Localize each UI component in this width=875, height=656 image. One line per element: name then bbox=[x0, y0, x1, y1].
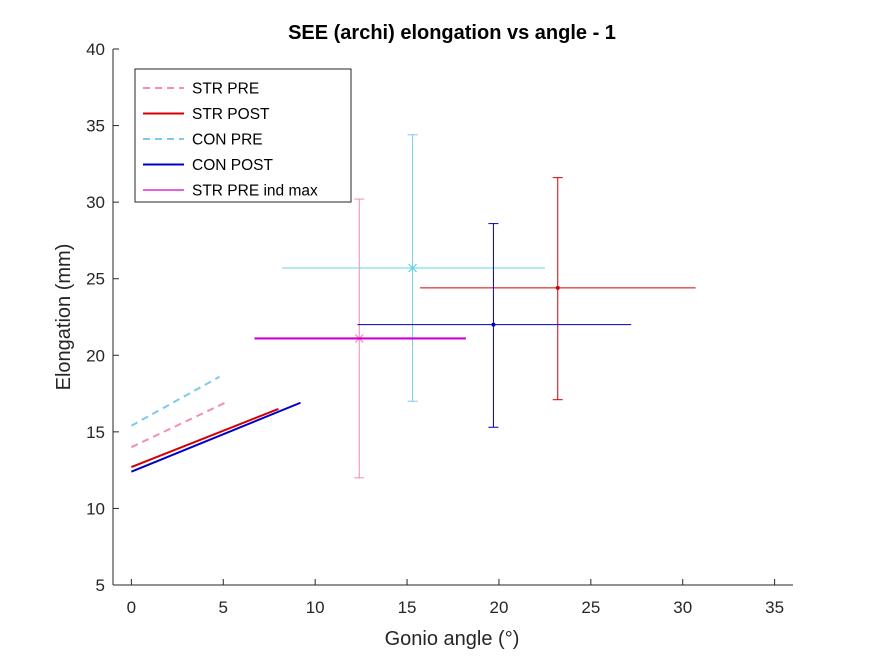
y-tick-label: 20 bbox=[86, 346, 105, 365]
y-tick-label: 25 bbox=[86, 270, 105, 289]
y-tick-label: 35 bbox=[86, 117, 105, 136]
data-point bbox=[555, 285, 560, 290]
legend-label: CON POST bbox=[192, 157, 273, 174]
legend-label: STR POST bbox=[192, 106, 270, 123]
x-tick-label: 10 bbox=[306, 598, 325, 617]
data-point bbox=[408, 263, 417, 273]
x-tick-label: 15 bbox=[398, 598, 417, 617]
x-tick-label: 25 bbox=[581, 598, 600, 617]
legend-label: STR PRE ind max bbox=[192, 183, 318, 200]
errorbar-group bbox=[282, 134, 545, 402]
axes bbox=[112, 49, 793, 586]
x-ticks: 0 5 10 15 20 25 30 35 bbox=[127, 579, 784, 617]
y-tick-label: 5 bbox=[96, 576, 105, 595]
chart-title: SEE (archi) elongation vs angle - 1 bbox=[288, 22, 616, 44]
x-tick-label: 30 bbox=[673, 598, 692, 617]
y-tick-label: 10 bbox=[86, 499, 105, 518]
series-line bbox=[130, 375, 221, 427]
y-ticks: 5 10 15 20 25 30 35 40 bbox=[86, 40, 119, 595]
legend-label: CON PRE bbox=[192, 132, 263, 149]
y-tick-label: 30 bbox=[86, 193, 105, 212]
series-line bbox=[131, 401, 301, 473]
x-tick-label: 0 bbox=[127, 598, 136, 617]
series-line bbox=[131, 407, 279, 469]
errorbar-group bbox=[419, 177, 696, 401]
x-axis-label: Gonio angle (°) bbox=[385, 628, 520, 650]
series-line bbox=[130, 401, 226, 449]
x-tick-label: 35 bbox=[765, 598, 784, 617]
legend-box bbox=[134, 68, 352, 203]
y-tick-label: 40 bbox=[86, 40, 105, 59]
legend: STR PRE STR POST CON PRE CON POST STR PRE in… bbox=[134, 68, 352, 203]
data-point bbox=[491, 322, 496, 327]
plot-area bbox=[130, 134, 696, 479]
legend-label: STR PRE bbox=[192, 81, 259, 98]
x-tick-label: 5 bbox=[219, 598, 228, 617]
y-tick-label: 15 bbox=[86, 423, 105, 442]
x-tick-label: 20 bbox=[489, 598, 508, 617]
y-axis-label: Elongation (mm) bbox=[53, 244, 75, 391]
errorbar-group bbox=[357, 223, 632, 428]
